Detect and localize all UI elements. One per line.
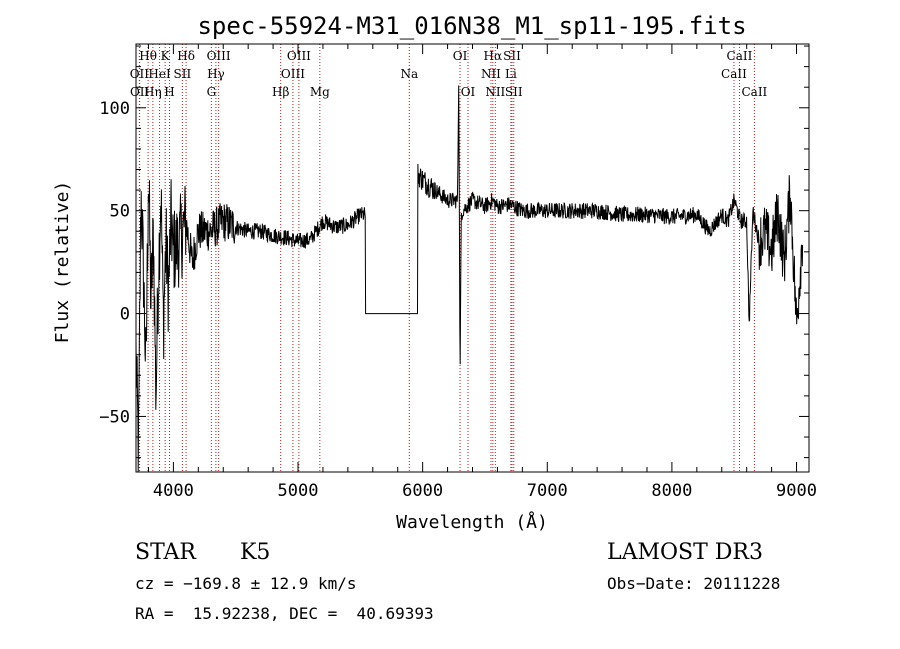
spectrum-series: [135, 85, 804, 473]
line-label-21: NII: [481, 67, 501, 81]
line-label-26: CaII: [721, 67, 747, 81]
x-axis-label: Wavelength (Å): [396, 511, 548, 533]
line-label-5: Hη: [144, 85, 162, 99]
line-label-19: Hα: [484, 49, 503, 63]
line-label-8: H: [164, 85, 174, 99]
coordinates: RA = 15.92238, DEC = 40.69393: [135, 604, 434, 623]
line-label-16: Na: [400, 67, 418, 81]
line-label-22: Li: [505, 67, 517, 81]
line-label-9: OIII: [207, 49, 231, 63]
x-tick-label-0: 4000: [153, 481, 194, 501]
x-tick-label-1: 5000: [278, 481, 319, 501]
observation-date: Obs−Date: 20111228: [607, 574, 781, 593]
line-label-13: OIII: [281, 67, 305, 81]
line-label-20: SII: [503, 49, 521, 63]
chart-title: spec-55924-M31_016N38_M1_sp11-195.fits: [197, 12, 746, 40]
y-axis-label: Flux (relative): [52, 181, 73, 344]
line-label-27: CaII: [741, 85, 767, 99]
line-label-0: Hθ: [139, 49, 157, 63]
line-label-17: OI: [453, 49, 468, 63]
line-label-24: SII: [505, 85, 523, 99]
y-tick-label-0: −50: [99, 407, 130, 427]
line-label-2: OII: [130, 85, 150, 99]
line-label-18: OI: [461, 85, 476, 99]
line-label-23: NII: [485, 85, 505, 99]
x-tick-label-2: 6000: [402, 481, 443, 501]
x-tick-label-3: 7000: [527, 481, 568, 501]
line-label-15: Mg: [310, 85, 330, 99]
line-label-6: Hδ: [177, 49, 195, 63]
line-label-7: SII: [174, 67, 192, 81]
line-label-25: CaII: [727, 49, 753, 63]
x-tick-label-4: 8000: [651, 481, 692, 501]
line-label-3: K: [161, 49, 171, 63]
line-label-10: Hγ: [207, 67, 225, 81]
line-label-12: OIII: [287, 49, 311, 63]
line-label-14: Hβ: [272, 85, 289, 99]
object-subclass: K5: [240, 540, 271, 565]
spectrum-trace: [135, 85, 804, 473]
y-tick-label-1: 0: [120, 305, 130, 325]
survey-name: LAMOST DR3: [607, 540, 763, 565]
redshift-velocity: cz = −169.8 ± 12.9 km/s: [135, 574, 357, 593]
x-tick-label-5: 9000: [776, 481, 817, 501]
axis-ticks: 4000 5000 6000 7000 8000 9000 −50 0 50 100: [99, 44, 817, 501]
plot-frame: [135, 43, 810, 473]
y-tick-label-2: 50: [110, 202, 130, 222]
line-label-4: HeI: [148, 67, 171, 81]
line-label-11: G: [207, 85, 217, 99]
y-tick-label-3: 100: [99, 99, 130, 119]
object-class: STAR: [135, 540, 196, 565]
